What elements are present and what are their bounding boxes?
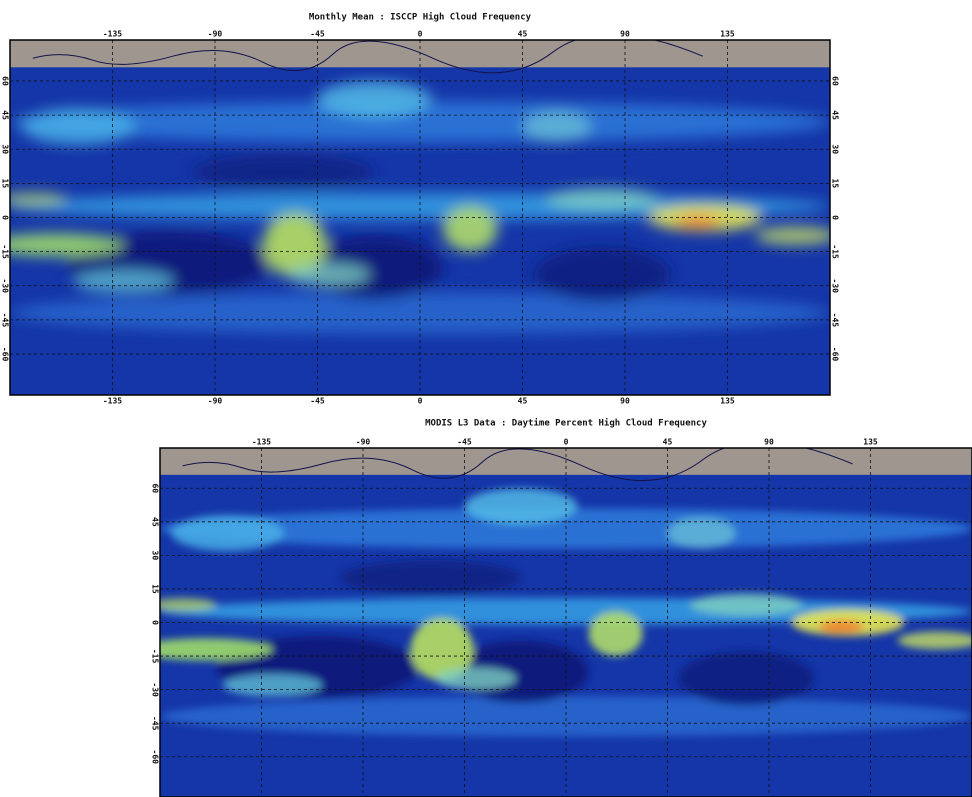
lon-tick-label: -45 (310, 30, 325, 39)
lat-tick-label: 15 (831, 179, 840, 189)
cloud-region (534, 247, 671, 302)
cloud-region (223, 674, 322, 696)
lat-tick-label: 45 (1, 110, 10, 120)
lat-tick-label: 30 (1, 144, 10, 154)
page: {"maps": [ {"title": "Monthly Mean : ISC… (0, 0, 972, 797)
lat-tick-label: -45 (151, 716, 160, 731)
lat-tick-label: 15 (1, 179, 10, 189)
lon-tick-label: 135 (720, 397, 735, 406)
lat-tick-label: 30 (151, 551, 160, 561)
lat-tick-label: -60 (151, 750, 160, 765)
lon-tick-label: 0 (564, 438, 569, 447)
lat-tick-label: -30 (831, 279, 840, 294)
lon-tick-label: 45 (663, 438, 673, 447)
lat-tick-label: 60 (151, 483, 160, 493)
cloud-region (545, 188, 659, 211)
cloud-region (340, 560, 520, 596)
map-field (137, 442, 972, 797)
lon-tick-label: 45 (518, 30, 528, 39)
cloud-region (465, 488, 578, 524)
lat-tick-label: -60 (831, 347, 840, 362)
lat-tick-label: -30 (151, 682, 160, 697)
lon-tick-label: 135 (863, 438, 878, 447)
cloud-region (288, 263, 370, 286)
lon-tick-label: -135 (252, 438, 271, 447)
cloud-region (74, 270, 174, 293)
lat-tick-label: -30 (1, 279, 10, 294)
lon-tick-label: -135 (103, 30, 122, 39)
lat-tick-label: 45 (831, 110, 840, 120)
lon-tick-label: -45 (310, 397, 325, 406)
lat-tick-label: -45 (831, 313, 840, 328)
lat-tick-label: 0 (1, 215, 10, 220)
lon-tick-label: -45 (457, 438, 472, 447)
cloud-region (690, 593, 803, 615)
lon-tick-label: -90 (356, 438, 371, 447)
lat-tick-label: 30 (831, 144, 840, 154)
cloud-region (21, 108, 135, 144)
lat-tick-label: -15 (1, 244, 10, 259)
lat-tick-label: -60 (1, 347, 10, 362)
maps-figure: Monthly Mean : ISCCP High Cloud Frequenc… (0, 0, 972, 797)
lon-tick-label: 0 (418, 397, 423, 406)
lat-tick-label: 0 (151, 620, 160, 625)
map-title: Monthly Mean : ISCCP High Cloud Frequenc… (309, 12, 532, 23)
cloud-region (443, 206, 498, 252)
lat-tick-label: 0 (831, 215, 840, 220)
lon-tick-label: 135 (720, 30, 735, 39)
lon-tick-label: 45 (518, 397, 528, 406)
lat-tick-label: -45 (1, 313, 10, 328)
lon-tick-label: 90 (620, 397, 630, 406)
lon-tick-label: -90 (208, 397, 223, 406)
map-field (0, 34, 837, 395)
lat-tick-label: -15 (151, 649, 160, 664)
lon-tick-label: -135 (103, 397, 122, 406)
cloud-region (192, 154, 374, 190)
lon-tick-label: 90 (764, 438, 774, 447)
cloud-region (755, 227, 837, 245)
lat-tick-label: 60 (1, 76, 10, 86)
lon-tick-label: -90 (208, 30, 223, 39)
lon-tick-label: 90 (620, 30, 630, 39)
lat-tick-label: 45 (151, 517, 160, 527)
lat-tick-label: -15 (831, 244, 840, 259)
lon-tick-label: 0 (418, 30, 423, 39)
cloud-region (318, 81, 432, 117)
map-title: MODIS L3 Data : Daytime Percent High Clo… (425, 418, 707, 429)
lat-tick-label: 15 (151, 584, 160, 594)
cloud-region (679, 652, 814, 706)
cloud-region (149, 598, 217, 611)
cloud-region (435, 667, 516, 689)
lat-tick-label: 60 (831, 76, 840, 86)
cloud-region (589, 611, 643, 656)
cloud-region (171, 515, 284, 551)
